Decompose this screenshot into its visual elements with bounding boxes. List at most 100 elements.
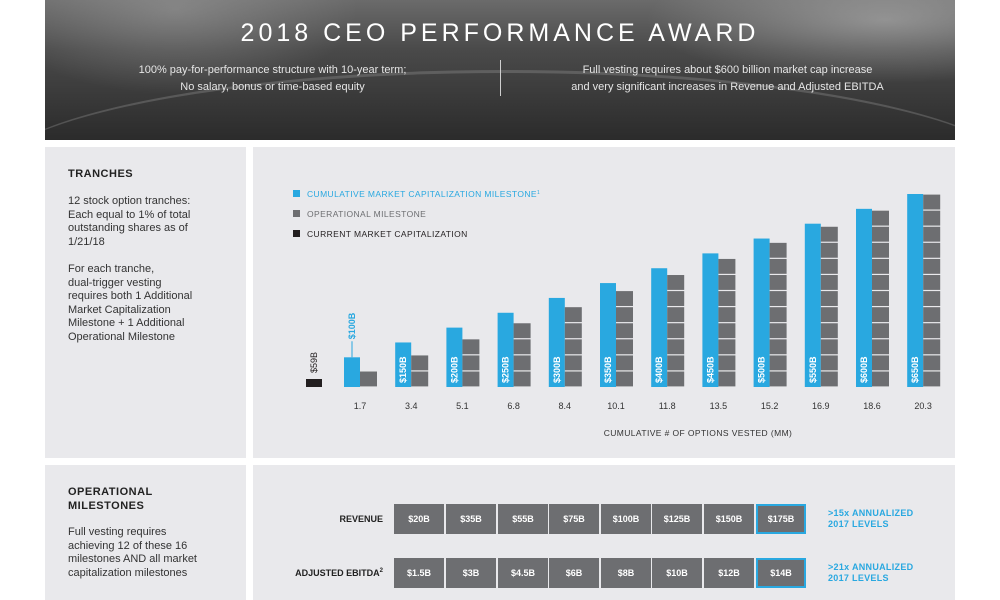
x-tick-label: 3.4 bbox=[405, 401, 418, 411]
revenue-note-line: >15x ANNUALIZED bbox=[828, 508, 914, 518]
tranches-text-line: Operational Milestone bbox=[68, 330, 176, 343]
operational-text-line: Full vesting requires bbox=[68, 526, 167, 538]
operational-milestone-segment bbox=[360, 371, 377, 387]
market-cap-milestone-bar bbox=[702, 253, 719, 387]
header-left-line-2: No salary, bonus or time-based equity bbox=[180, 81, 365, 93]
operational-milestone-segment bbox=[616, 323, 633, 339]
operational-milestone-segment bbox=[820, 355, 838, 371]
operational-milestone-segment bbox=[667, 339, 685, 355]
operational-milestone-segment bbox=[923, 339, 941, 355]
operational-text-line: milestones AND all market bbox=[68, 553, 197, 565]
ebitda-note-line: >21x ANNUALIZED bbox=[828, 562, 914, 572]
operational-milestone-segment bbox=[923, 275, 941, 290]
operational-milestone-segment bbox=[616, 339, 633, 355]
header-right-line-2: and very significant increases in Revenu… bbox=[571, 81, 884, 93]
x-tick-label: 10.1 bbox=[607, 401, 625, 411]
market-cap-milestone-bar bbox=[651, 268, 668, 387]
operational-milestone-segment bbox=[513, 323, 531, 339]
operational-milestone-segment bbox=[872, 371, 889, 387]
market-cap-milestone-bar bbox=[804, 223, 821, 387]
operational-milestone-segment bbox=[769, 371, 787, 387]
tranches-text-line: 12 stock option tranches: bbox=[68, 195, 191, 207]
operational-milestone-segment bbox=[769, 323, 787, 339]
operational-milestone-segment bbox=[667, 371, 685, 387]
market-cap-milestone-bar bbox=[753, 238, 770, 387]
revenue-milestone-cell: $100B bbox=[601, 504, 651, 534]
header-left-line-1: 100% pay-for-performance structure with … bbox=[138, 64, 407, 76]
market-cap-milestone-bar bbox=[856, 208, 872, 387]
x-tick-label: 16.9 bbox=[812, 401, 830, 411]
operational-milestone-segment bbox=[923, 371, 941, 387]
operational-milestone-segment bbox=[769, 242, 787, 258]
operational-milestone-segment bbox=[820, 307, 838, 323]
x-tick-label: 6.8 bbox=[507, 401, 520, 411]
tranche-bar-chart: CUMULATIVE MARKET CAPITALIZATION MILESTO… bbox=[293, 189, 941, 438]
revenue-note: >15x ANNUALIZED 2017 LEVELS bbox=[828, 508, 913, 530]
page-title: 2018 CEO PERFORMANCE AWARD bbox=[240, 19, 760, 47]
header-right-text: Full vesting requires about $600 billion… bbox=[500, 62, 955, 96]
operational-milestone-segment bbox=[769, 258, 787, 274]
operational-text-line: capitalization milestones bbox=[68, 566, 188, 579]
revenue-row-label: REVENUE bbox=[339, 514, 383, 524]
market-cap-milestone-bar bbox=[600, 283, 616, 387]
x-axis-label: CUMULATIVE # OF OPTIONS VESTED (MM) bbox=[604, 428, 793, 438]
ebitda-milestone-cell: $10B bbox=[652, 558, 702, 588]
current-market-cap-bar bbox=[306, 379, 322, 387]
operational-milestone-segment bbox=[667, 355, 685, 371]
market-cap-milestone-bar bbox=[907, 194, 924, 387]
market-cap-bar-label: $200B bbox=[449, 356, 459, 383]
x-tick-label: 13.5 bbox=[710, 401, 728, 411]
revenue-milestone-cell: $75B bbox=[549, 504, 599, 534]
market-cap-bar-label: $100B bbox=[347, 312, 357, 339]
operational-description: Full vesting requires achieving 12 of th… bbox=[68, 526, 238, 580]
operational-milestone-segment bbox=[872, 323, 889, 339]
operational-milestone-segment bbox=[769, 355, 787, 371]
market-cap-bar-label: $450B bbox=[705, 356, 715, 383]
operational-milestone-segment bbox=[923, 226, 941, 242]
legend-label: CURRENT MARKET CAPITALIZATION bbox=[307, 229, 468, 239]
revenue-note-line: 2017 LEVELS bbox=[828, 519, 889, 529]
operational-milestone-segment bbox=[872, 258, 889, 274]
operational-title: OPERATIONAL MILESTONES bbox=[68, 485, 153, 513]
legend-swatch bbox=[293, 190, 300, 197]
operational-milestone-segment bbox=[564, 323, 582, 339]
revenue-milestone-cell: $35B bbox=[446, 504, 496, 534]
operational-milestone-segment bbox=[820, 275, 838, 290]
operational-milestone-segment bbox=[718, 258, 736, 274]
x-tick-label: 15.2 bbox=[761, 401, 779, 411]
operational-milestone-segment bbox=[411, 371, 429, 387]
operational-milestone-segment bbox=[718, 371, 736, 387]
ebitda-note: >21x ANNUALIZED 2017 LEVELS bbox=[828, 562, 913, 584]
tranches-side-panel bbox=[45, 147, 246, 458]
operational-milestone-segment bbox=[820, 291, 838, 306]
operational-milestone-segment bbox=[923, 355, 941, 371]
x-tick-label: 8.4 bbox=[559, 401, 572, 411]
revenue-milestone-cell: $55B bbox=[498, 504, 548, 534]
header-right-line-1: Full vesting requires about $600 billion… bbox=[582, 64, 873, 76]
ebitda-milestone-cell-highlighted: $14B bbox=[756, 558, 806, 588]
market-cap-bar-label: $550B bbox=[808, 356, 818, 383]
tranches-text-line: For each tranche, bbox=[68, 263, 155, 275]
operational-milestone-segment bbox=[718, 307, 736, 323]
operational-milestone-segment bbox=[923, 307, 941, 323]
operational-milestone-segment bbox=[616, 291, 633, 306]
revenue-milestone-cell-highlighted: $175B bbox=[756, 504, 806, 534]
operational-milestone-segment bbox=[820, 242, 838, 258]
operational-text-line: achieving 12 of these 16 bbox=[68, 539, 188, 552]
operational-milestone-segment bbox=[718, 291, 736, 306]
revenue-milestone-cell: $150B bbox=[704, 504, 754, 534]
operational-milestone-segment bbox=[564, 339, 582, 355]
operational-milestone-segment bbox=[411, 355, 429, 371]
operational-milestone-segment bbox=[616, 355, 633, 371]
operational-milestone-segment bbox=[616, 371, 633, 387]
market-cap-bar-label: $300B bbox=[552, 356, 562, 383]
revenue-milestone-cell: $125B bbox=[652, 504, 702, 534]
operational-milestone-segment bbox=[769, 275, 787, 290]
current-market-cap-label: $59B bbox=[309, 352, 319, 373]
market-cap-milestone-bar bbox=[446, 327, 463, 387]
operational-milestone-segment bbox=[513, 355, 531, 371]
market-cap-milestone-bar bbox=[548, 297, 565, 387]
operational-milestone-segment bbox=[667, 291, 685, 306]
operational-milestone-segment bbox=[923, 242, 941, 258]
ebitda-label-text: ADJUSTED EBITDA bbox=[295, 568, 380, 578]
